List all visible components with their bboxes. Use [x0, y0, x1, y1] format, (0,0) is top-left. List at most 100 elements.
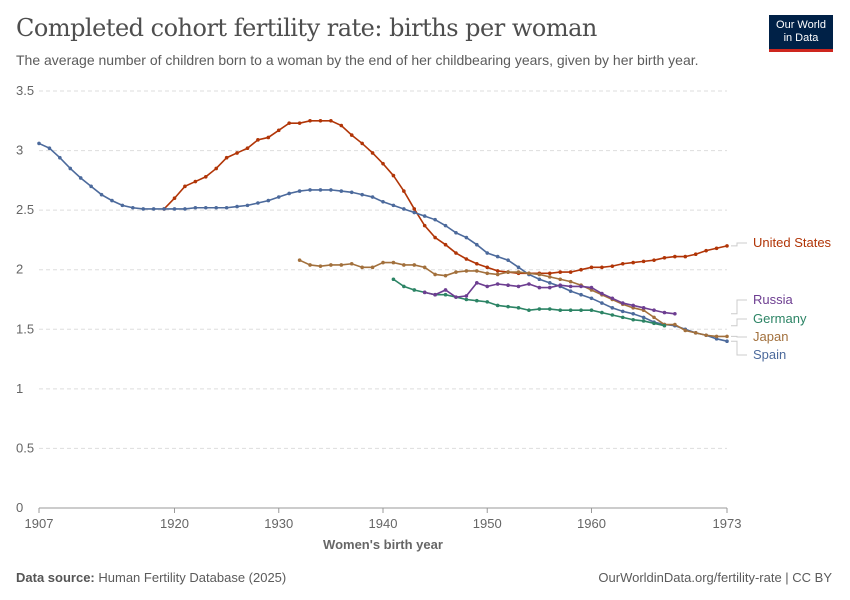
data-point [370, 265, 375, 270]
data-point [422, 265, 427, 270]
data-point [714, 246, 719, 251]
data-point [245, 203, 250, 208]
data-point [652, 321, 656, 326]
data-point [620, 301, 625, 305]
data-point [339, 189, 344, 193]
data-point [360, 265, 364, 270]
data-point [256, 201, 260, 205]
data-point [620, 261, 625, 266]
data-point [527, 271, 531, 276]
data-point [443, 273, 448, 278]
data-point [662, 255, 667, 260]
data-point [558, 270, 563, 274]
data-point [620, 309, 625, 314]
y-tick-label: 3 [16, 143, 23, 158]
data-point [412, 288, 417, 292]
data-point [516, 284, 521, 289]
data-point [193, 179, 198, 184]
data-point [360, 192, 364, 197]
data-point [641, 319, 646, 323]
data-point [349, 190, 354, 195]
x-tick-label: 1920 [160, 516, 189, 531]
label-connector [731, 242, 747, 247]
data-point [558, 308, 563, 313]
data-point [110, 198, 114, 203]
owid-logo[interactable]: Our World in Data [769, 15, 833, 52]
data-point [568, 270, 573, 274]
data-point [276, 195, 281, 199]
data-point [214, 205, 219, 210]
data-point [318, 188, 323, 192]
label-connector [731, 299, 747, 315]
data-point [537, 307, 542, 311]
data-point [495, 282, 500, 286]
data-point [506, 283, 510, 288]
data-point [485, 251, 490, 255]
chart-title: Completed cohort fertility rate: births … [16, 14, 597, 42]
label-connector [731, 335, 747, 338]
data-point [318, 264, 323, 268]
x-axis-label: Women's birth year [323, 537, 443, 552]
data-point [308, 118, 312, 123]
line-chart: 0 0.5 1 1.5 2 2.5 3 3.5 1907 1920 1930 1940 1950 1960… [16, 83, 832, 552]
series-label: United States [753, 235, 832, 250]
data-point [297, 258, 302, 262]
data-point [183, 207, 187, 211]
data-point [443, 242, 448, 247]
data-point [464, 294, 469, 298]
y-tick-label: 3.5 [16, 83, 34, 98]
data-point [652, 258, 656, 262]
data-point [558, 283, 563, 288]
data-point [600, 301, 604, 305]
data-point [402, 207, 406, 211]
data-point [516, 306, 521, 310]
data-point [412, 210, 417, 215]
series-label: Spain [753, 347, 786, 362]
data-point [537, 272, 542, 277]
x-tick-label: 1907 [25, 516, 54, 531]
data-point [589, 265, 594, 270]
data-point [349, 261, 354, 266]
data-point [454, 251, 458, 255]
data-point [172, 207, 177, 211]
data-point [287, 121, 291, 125]
data-point [297, 121, 302, 125]
data-point [537, 285, 542, 290]
data-point [589, 308, 594, 313]
data-point [600, 291, 604, 296]
data-point [568, 289, 573, 293]
data-point [516, 270, 521, 274]
x-tick-label: 1960 [577, 516, 606, 531]
data-point [402, 284, 406, 289]
data-point [391, 203, 396, 208]
data-point [131, 205, 135, 210]
data-point [610, 264, 615, 268]
data-point [652, 308, 656, 313]
data-point [443, 288, 448, 292]
data-point [329, 118, 333, 123]
data-point [475, 298, 479, 303]
data-point [370, 195, 375, 199]
data-point [433, 292, 437, 297]
data-point [475, 261, 479, 266]
source-url[interactable]: OurWorldinData.org/fertility-rate | CC B… [598, 570, 832, 585]
data-point [183, 184, 187, 189]
data-point [203, 205, 208, 210]
series-line-united-states [163, 119, 728, 275]
data-point [610, 306, 615, 310]
data-point [433, 217, 437, 222]
data-point [287, 191, 291, 196]
y-tick-label: 1.5 [16, 321, 34, 336]
source-text: Human Fertility Database (2025) [98, 570, 287, 585]
data-point [610, 313, 615, 317]
data-point [641, 315, 646, 320]
data-point [579, 284, 583, 289]
source-label: Data source: [16, 570, 95, 585]
data-point [339, 123, 344, 128]
data-point [547, 281, 552, 285]
data-point [454, 230, 458, 235]
data-point [516, 265, 521, 270]
data-point [308, 188, 312, 192]
data-point [349, 133, 354, 137]
